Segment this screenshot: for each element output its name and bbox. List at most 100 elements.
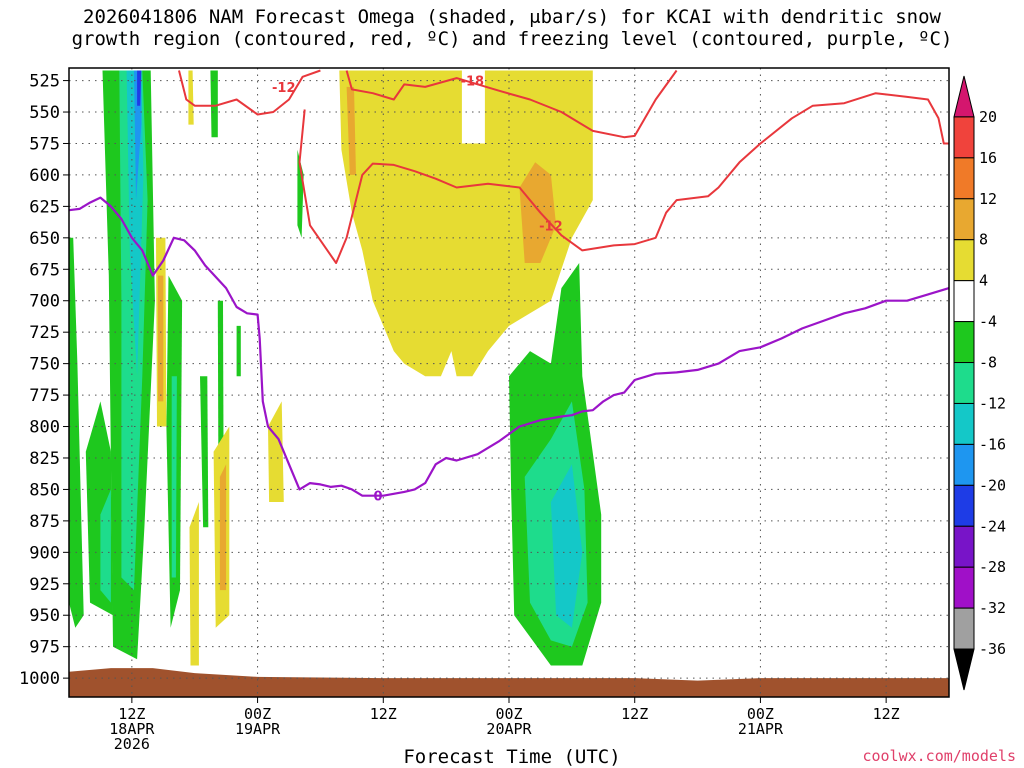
x-tick-label-30-1: 12Z: [370, 705, 397, 723]
colorbar-label-16: 16: [979, 149, 997, 167]
omega-region-descent-low-2: [189, 502, 199, 666]
omega-region-descent-core-upper: [346, 86, 356, 175]
colorbar-bin--12--8: [953, 362, 975, 404]
colorbar-bin--16--12: [953, 402, 975, 445]
y-tick-label-600: 600: [29, 166, 60, 186]
y-tick-label-700: 700: [29, 292, 60, 312]
colorbar-bin--32--28: [953, 566, 975, 609]
grid-lines: [69, 68, 949, 697]
colorbar-bin-8-12: [953, 198, 975, 241]
colorbar-label-4: 4: [979, 272, 988, 290]
omega-region-ascent-low-left-core: [100, 489, 111, 603]
omega-region-descent-gap: [461, 70, 485, 144]
contour-freezing-level-0: [69, 196, 949, 497]
colorbar-bin--36--32: [953, 607, 975, 650]
x-tick-label-6-2: 18APR: [109, 720, 155, 738]
y-tick-label-550: 550: [29, 103, 60, 123]
y-tick-label-925: 925: [29, 575, 60, 595]
colorbar-bin-4-8: [953, 239, 975, 282]
colorbar: 20 16 12 8 4 -4 -8 -12 -16 -20 -24 -28 -32 -36: [953, 75, 1006, 691]
y-tick-label-825: 825: [29, 449, 60, 469]
colorbar-bottom-arrow: [953, 648, 975, 691]
y-tick-label-875: 875: [29, 512, 60, 532]
x-tick-label-66-2: 21APR: [738, 720, 784, 738]
title-line-2: growth region (contoured, red, ºC) and f…: [71, 28, 953, 50]
y-tick-label-950: 950: [29, 606, 60, 626]
omega-region-descent-column-1-core: [158, 275, 164, 402]
colorbar-label--28: -28: [979, 558, 1006, 576]
y-tick-label-850: 850: [29, 480, 60, 500]
omega-region-ascent-upper-thin: [210, 70, 218, 138]
pressure-axis: 525 550 575 600 625 650 675 700 725 750 775 800 825 8…: [19, 72, 69, 689]
y-tick-label-800: 800: [29, 418, 60, 438]
contour-labels: -12 -18 -12 0: [272, 75, 563, 505]
x-tick-label-42-1: 00Z: [495, 705, 522, 723]
colorbar-label--20: -20: [979, 476, 1006, 494]
omega-region-descent-low-1-core: [219, 464, 227, 591]
colorbar-bin--24--20: [953, 484, 975, 527]
omega-region-ascent-mid-3: [236, 325, 241, 377]
y-tick-label-575: 575: [29, 134, 60, 154]
omega-region-descent-core-mid: [519, 162, 557, 263]
site-credit: coolwx.com/models: [862, 747, 1016, 765]
colorbar-label-20: 20: [979, 108, 997, 126]
omega-region-descent-upper: [339, 70, 593, 377]
x-tick-label-6-1: 12Z: [118, 705, 145, 723]
contour-label-dgz-upper-minus12: -12: [272, 81, 296, 96]
ground-fill: [69, 668, 949, 697]
y-tick-label-525: 525: [29, 72, 60, 92]
omega-region-ascent-left-edge: [69, 237, 84, 628]
y-tick-label-650: 650: [29, 229, 60, 249]
x-tick-label-18-2: 19APR: [235, 720, 281, 738]
contour-label-dgz-upper-minus18: -18: [461, 75, 485, 90]
temperature-contours: [69, 69, 949, 497]
x-tick-label-18-1: 00Z: [244, 705, 271, 723]
colorbar-label--16: -16: [979, 435, 1006, 453]
omega-region-descent-top: [188, 70, 194, 125]
x-tick-label-6-3: 2026: [114, 735, 150, 753]
omega-region-descent-low-3: [268, 401, 284, 502]
x-tick-label-66-1: 00Z: [747, 705, 774, 723]
x-tick-label-78-1: 12Z: [873, 705, 900, 723]
y-tick-label-775: 775: [29, 386, 60, 406]
colorbar-label--24: -24: [979, 517, 1006, 535]
colorbar-bin--4-4: [953, 280, 975, 323]
colorbar-label--36: -36: [979, 640, 1006, 658]
colorbar-label--4: -4: [979, 313, 997, 331]
ground-surface: [69, 668, 949, 697]
colorbar-bin-16-20: [953, 116, 975, 159]
omega-shading: [69, 70, 602, 666]
y-tick-label-725: 725: [29, 323, 60, 343]
omega-region-ascent-mid-1: [200, 376, 209, 528]
colorbar-label--32: -32: [979, 599, 1006, 617]
omega-region-ascent-upper-thin-2: [297, 149, 304, 238]
colorbar-bin-12-16: [953, 157, 975, 200]
colorbar-bin--8--4: [953, 321, 975, 364]
omega-region-ascent-column-1-peak: [137, 70, 142, 106]
x-tick-label-54-1: 12Z: [621, 705, 648, 723]
y-tick-label-750: 750: [29, 355, 60, 375]
y-tick-label-975: 975: [29, 638, 60, 658]
colorbar-top-arrow: [953, 75, 975, 118]
chart-title: 2026041806 NAM Forecast Omega (shaded, μ…: [0, 6, 1024, 50]
title-line-1: 2026041806 NAM Forecast Omega (shaded, μ…: [83, 6, 941, 28]
colorbar-label-12: 12: [979, 190, 997, 208]
y-tick-label-1000: 1000: [19, 669, 60, 689]
colorbar-label--12: -12: [979, 394, 1006, 412]
colorbar-label-8: 8: [979, 231, 988, 249]
contour-label-freezing-level-0: 0: [374, 490, 383, 505]
contour-label-dgz-inner-minus12: -12: [539, 219, 563, 234]
colorbar-bin--28--24: [953, 525, 975, 568]
colorbar-label--8: -8: [979, 354, 997, 372]
contour-dgz-upper-minus12: [178, 69, 321, 116]
contour-dgz-inner-minus12: [298, 92, 949, 264]
x-tick-label-42-2: 20APR: [486, 720, 532, 738]
x-axis-title: Forecast Time (UTC): [403, 746, 621, 768]
omega-region-ascent-column-3-core: [550, 464, 583, 628]
y-tick-label-675: 675: [29, 260, 60, 280]
y-tick-label-900: 900: [29, 543, 60, 563]
y-tick-label-625: 625: [29, 197, 60, 217]
contour-dgz-upper-minus18: [345, 69, 678, 139]
